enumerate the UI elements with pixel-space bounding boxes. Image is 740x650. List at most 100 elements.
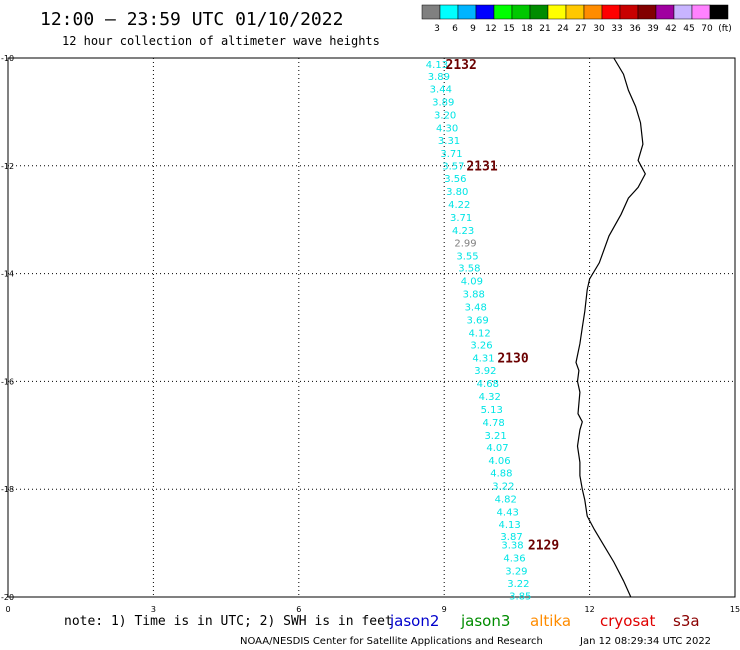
legend-label: 39 [647,24,659,34]
wave-height-value: 3.88 [463,290,485,301]
wave-height-value: 3.85 [509,591,531,602]
axis-ticks: 0 3 6 9 12 15 -10 -12 -14 -16 -18 -20 [1,54,740,614]
wave-height-value: 3.56 [444,174,466,185]
x-tick-label: 6 [296,605,301,614]
satellite-name: jason3 [460,612,510,630]
legend-label: 27 [575,24,586,34]
wave-height-value: 4.12 [468,328,490,339]
wave-height-value: 4.32 [479,392,501,403]
wave-height-value: 3.89 [428,72,450,83]
legend-swatch [421,4,441,20]
wave-height-value: 3.92 [474,366,496,377]
legend-label: 42 [665,24,676,34]
legend-swatch [475,4,495,20]
wave-height-value: 3.38 [501,541,523,552]
color-scale-legend: 3 6 9 12 15 18 21 24 27 30 33 36 39 42 45 70 (ft) [421,4,732,34]
satellite-name: cryosat [600,612,655,630]
legend-swatch [673,4,693,20]
legend-label: 33 [611,24,622,34]
pass-time-label: 2132 [446,58,477,73]
y-tick-label: -12 [1,162,14,171]
wave-height-value: 4.22 [448,200,470,211]
pass-time-label: 2131 [466,159,497,174]
x-tick-label: 15 [730,605,740,614]
y-tick-label: -14 [1,270,14,279]
legend-label: 24 [557,24,569,34]
wave-height-value: 4.43 [497,507,519,518]
legend-swatch [619,4,639,20]
wave-height-value: 3.22 [507,579,529,590]
wave-height-value: 4.68 [477,379,499,390]
wave-height-value: 3.29 [505,567,527,578]
footer-credit: NOAA/NESDIS Center for Satellite Applica… [240,636,543,647]
legend-label: 18 [521,24,533,34]
wave-height-value: 3.20 [434,111,456,122]
legend-label: 30 [593,24,605,34]
y-tick-label: -16 [1,377,14,386]
plot-area: 0 3 6 9 12 15-10-12-14-16-18-20 4.133.893.443… [1,54,740,614]
coastline [575,57,646,598]
legend-label: 3 [434,24,440,34]
legend-label: 6 [452,24,458,34]
wave-height-value: 3.69 [467,315,489,326]
note-text: note: 1) Time is in UTC; 2) SWH is in fe… [64,614,393,629]
legend-label: 45 [683,24,694,34]
wave-height-value: 3.71 [440,149,462,160]
wave-height-value: 4.23 [452,226,474,237]
wave-height-value: 3.31 [438,136,460,147]
legend-label: (ft) [718,24,732,34]
legend-swatch [583,4,603,20]
pass-time-label: 2130 [497,352,528,367]
wave-height-value: 4.88 [490,468,512,479]
satellite-name: s3a [673,612,700,630]
legend-swatch [709,4,729,20]
legend-swatch [637,4,657,20]
legend-swatch [493,4,513,20]
wave-height-value: 3.58 [458,264,480,275]
legend-label: 15 [503,24,514,34]
legend-label: 70 [701,24,713,34]
grid-lines [8,58,735,597]
legend-swatch [601,4,621,20]
legend-swatch [565,4,585,20]
altimeter-track: 4.133.893.443.893.204.303.313.713.573.56… [426,60,532,602]
wave-height-value: 4.07 [486,443,508,454]
wave-height-value: 3.26 [470,341,492,352]
legend-swatch [691,4,711,20]
wave-height-value: 4.30 [436,124,458,135]
footer-timestamp: Jan 12 08:29:34 UTC 2022 [579,636,711,647]
legend-swatch [655,4,675,20]
wave-height-value: 3.87 [500,532,522,543]
wave-height-value: 4.36 [503,554,525,565]
y-tick-label: -20 [1,593,14,602]
wave-height-value: 3.57 [442,161,464,172]
wave-height-value: 5.13 [481,405,503,416]
wave-height-value: 3.55 [456,251,478,262]
legend-label: 36 [629,24,641,34]
wave-height-value: 4.82 [495,494,517,505]
wave-height-value: 4.09 [461,277,483,288]
y-tick-label: -10 [1,54,14,63]
legend-label: 12 [485,24,496,34]
wave-height-value: 4.13 [498,520,520,531]
wave-height-value: 3.71 [450,213,472,224]
wave-height-value: 3.89 [432,98,454,109]
x-tick-label: 9 [442,605,447,614]
satellite-name: altika [530,612,571,630]
satellite-legend: jason2 jason3 altika cryosat s3a [389,612,700,630]
legend-label: 9 [470,24,476,34]
x-tick-label: 12 [585,605,595,614]
wave-height-value: 4.78 [483,418,505,429]
map-subtitle: 12 hour collection of altimeter wave hei… [62,34,380,48]
wave-height-value: 3.80 [446,187,468,198]
wave-height-value: 3.48 [465,302,487,313]
legend-swatch [439,4,459,20]
time-labels: 2132 2131 2130 2129 [446,58,560,554]
y-tick-label: -18 [1,485,14,494]
legend-label: 21 [539,24,550,34]
x-tick-label: 0 [5,605,10,614]
wave-height-value: 4.06 [488,456,510,467]
legend-swatch [547,4,567,20]
map-title: 12:00 – 23:59 UTC 01/10/2022 [40,9,343,30]
